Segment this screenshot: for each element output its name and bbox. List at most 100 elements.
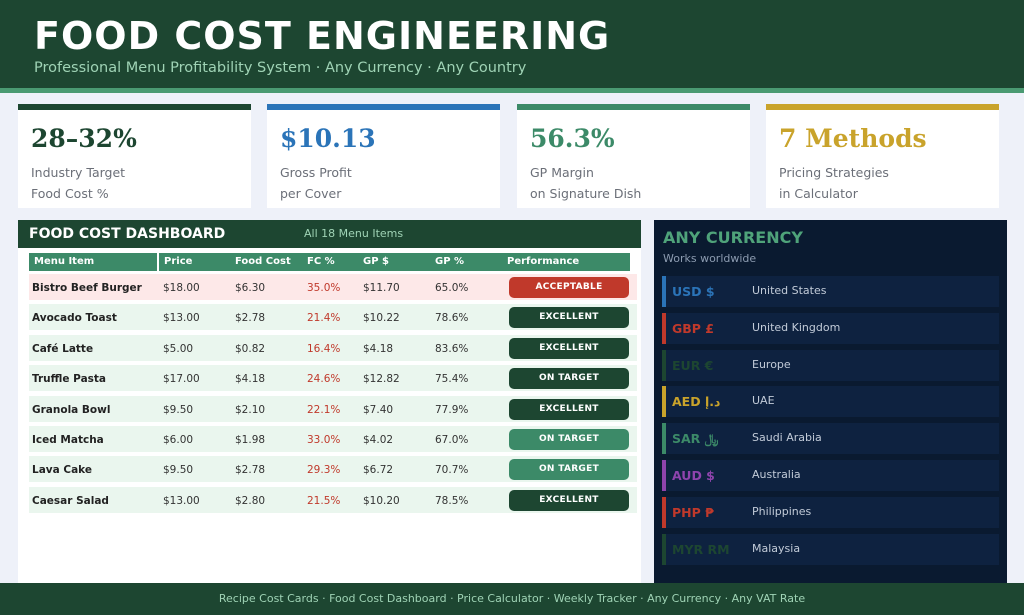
card-label-line2: Food Cost % xyxy=(31,186,109,201)
menu-item-name: Bistro Beef Burger xyxy=(32,282,142,294)
price-cell: $13.00 xyxy=(163,312,200,325)
fc-pct-cell: 24.6% xyxy=(307,373,341,386)
card-value: $10.13 xyxy=(280,124,376,153)
gp-pct-cell: 75.4% xyxy=(435,373,469,386)
menu-item-name: Café Latte xyxy=(32,342,94,355)
footer-bar: Recipe Cost Cards · Food Cost Dashboard … xyxy=(0,583,1024,615)
gp-cell: $12.82 xyxy=(363,373,400,386)
currency-country: Europe xyxy=(752,357,791,371)
card-label-line2: in Calculator xyxy=(779,186,858,201)
food-cost-cell: $0.82 xyxy=(235,342,266,355)
performance-badge: ON TARGET xyxy=(509,459,629,481)
table-row[interactable]: Truffle Pasta $17.00 $4.18 24.6% $12.82 75.4%… xyxy=(29,365,637,392)
fc-pct-cell: 21.4% xyxy=(307,312,341,325)
currency-code: MYR RM xyxy=(672,541,730,557)
price-cell: $17.00 xyxy=(163,373,200,386)
menu-item-name: Truffle Pasta xyxy=(32,373,107,386)
currency-code: PHP ₱ xyxy=(672,504,714,520)
currency-code: AED د.إ xyxy=(672,394,721,410)
currency-code: USD $ xyxy=(672,284,715,299)
currency-panel-title: ANY CURRENCY xyxy=(663,228,803,247)
gp-cell: $4.18 xyxy=(363,342,394,355)
table-row[interactable]: Café Latte $5.00 $0.82 16.4% $4.18 83.6% EXCEL… xyxy=(29,334,637,361)
fc-pct-cell: 33.0% xyxy=(307,434,341,446)
currency-row: PHP ₱ Philippines xyxy=(662,496,999,528)
gp-pct-cell: 65.0% xyxy=(435,282,469,294)
price-cell: $9.50 xyxy=(163,464,194,477)
currency-country: United States xyxy=(752,284,827,297)
summary-card: 56.3% GP Margin on Signature Dish xyxy=(517,104,750,208)
card-label-line1: GP Margin xyxy=(530,165,594,180)
gp-pct-cell: 70.7% xyxy=(435,464,469,477)
column-header: FC % xyxy=(302,253,358,271)
table-row[interactable]: Avocado Toast $13.00 $2.78 21.4% $10.22 78.6%… xyxy=(29,304,637,331)
performance-badge: ON TARGET xyxy=(509,429,629,450)
gp-pct-cell: 83.6% xyxy=(435,342,469,355)
currency-country: Philippines xyxy=(752,504,812,518)
card-value: 56.3% xyxy=(530,124,615,153)
food-cost-cell: $2.78 xyxy=(235,312,266,325)
header-bar: FOOD COST ENGINEERING Professional Menu … xyxy=(0,0,1024,88)
performance-badge: EXCELLENT xyxy=(509,337,629,359)
table-row[interactable]: Granola Bowl $9.50 $2.10 22.1% $7.40 77.9% EXC… xyxy=(29,395,637,422)
gp-cell: $7.40 xyxy=(363,403,394,416)
currency-row: AUD $ Australia xyxy=(662,460,999,491)
gp-pct-cell: 78.6% xyxy=(435,312,469,325)
menu-item-name: Caesar Salad xyxy=(32,494,109,507)
card-value: 7 Methods xyxy=(779,124,927,153)
currency-code: EUR € xyxy=(672,357,714,373)
column-header: GP % xyxy=(430,253,502,271)
price-cell: $9.50 xyxy=(163,403,194,416)
menu-item-name: Granola Bowl xyxy=(32,403,111,416)
page-title: FOOD COST ENGINEERING xyxy=(34,14,611,58)
summary-card: 7 Methods Pricing Strategies in Calculator xyxy=(766,104,999,208)
gp-pct-cell: 78.5% xyxy=(435,494,469,507)
currency-code: AUD $ xyxy=(672,468,715,483)
currency-country: UAE xyxy=(752,394,775,408)
currency-country: United Kingdom xyxy=(752,320,841,334)
currency-panel: ANY CURRENCY Works worldwide USD $ United… xyxy=(654,220,1007,583)
fc-pct-cell: 22.1% xyxy=(307,403,341,416)
page-subtitle: Professional Menu Profitability System ·… xyxy=(34,60,527,76)
price-cell: $6.00 xyxy=(163,434,194,446)
food-cost-cell: $1.98 xyxy=(235,434,266,446)
dashboard-title: FOOD COST DASHBOARD xyxy=(29,226,226,242)
header-divider xyxy=(0,88,1024,93)
currency-row: EUR € Europe xyxy=(662,349,999,381)
food-cost-dashboard: FOOD COST DASHBOARD All 18 Menu Items Me… xyxy=(18,220,641,583)
price-cell: $18.00 xyxy=(163,282,200,294)
gp-cell: $10.20 xyxy=(363,494,400,507)
menu-item-name: Iced Matcha xyxy=(32,434,104,446)
currency-row: SAR ﷼ Saudi Arabia xyxy=(662,423,999,455)
gp-pct-cell: 67.0% xyxy=(435,434,469,446)
table-row[interactable]: Lava Cake $9.50 $2.78 29.3% $6.72 70.7% ON TAR… xyxy=(29,456,637,483)
fc-pct-cell: 29.3% xyxy=(307,464,341,477)
fc-pct-cell: 35.0% xyxy=(307,282,341,294)
price-cell: $13.00 xyxy=(163,494,200,507)
column-header: GP $ xyxy=(358,253,430,271)
performance-badge: EXCELLENT xyxy=(509,398,629,420)
dashboard-header: FOOD COST DASHBOARD All 18 Menu Items xyxy=(18,220,641,248)
fc-pct-cell: 21.5% xyxy=(307,494,341,507)
food-cost-cell: $2.80 xyxy=(235,494,266,507)
currency-row: AED د.إ UAE xyxy=(662,386,999,418)
column-header: Food Cost xyxy=(230,253,302,271)
currency-row: MYR RM Malaysia xyxy=(662,533,999,565)
table-row[interactable]: Caesar Salad $13.00 $2.80 21.5% $10.20 78.5% E… xyxy=(29,486,637,513)
gp-cell: $10.22 xyxy=(363,312,400,325)
column-header: Price xyxy=(159,253,230,271)
dashboard-item-count: All 18 Menu Items xyxy=(304,227,404,240)
menu-item-name: Avocado Toast xyxy=(32,312,117,325)
gp-cell: $4.02 xyxy=(363,434,394,446)
currency-code: SAR ﷼ xyxy=(672,431,719,447)
currency-code: GBP £ xyxy=(672,320,714,336)
currency-row: USD $ United States xyxy=(662,276,999,307)
table-row[interactable]: Iced Matcha $6.00 $1.98 33.0% $4.02 67.0% ON T… xyxy=(29,426,637,452)
currency-country: Malaysia xyxy=(752,541,801,555)
card-label-line1: Gross Profit xyxy=(280,165,352,180)
food-cost-cell: $2.78 xyxy=(235,464,266,477)
column-header: Menu Item xyxy=(29,253,157,271)
fc-pct-cell: 16.4% xyxy=(307,342,341,355)
summary-card: 28–32% Industry Target Food Cost % xyxy=(18,104,251,208)
table-row[interactable]: Bistro Beef Burger $18.00 $6.30 35.0% $11.70… xyxy=(29,274,637,300)
